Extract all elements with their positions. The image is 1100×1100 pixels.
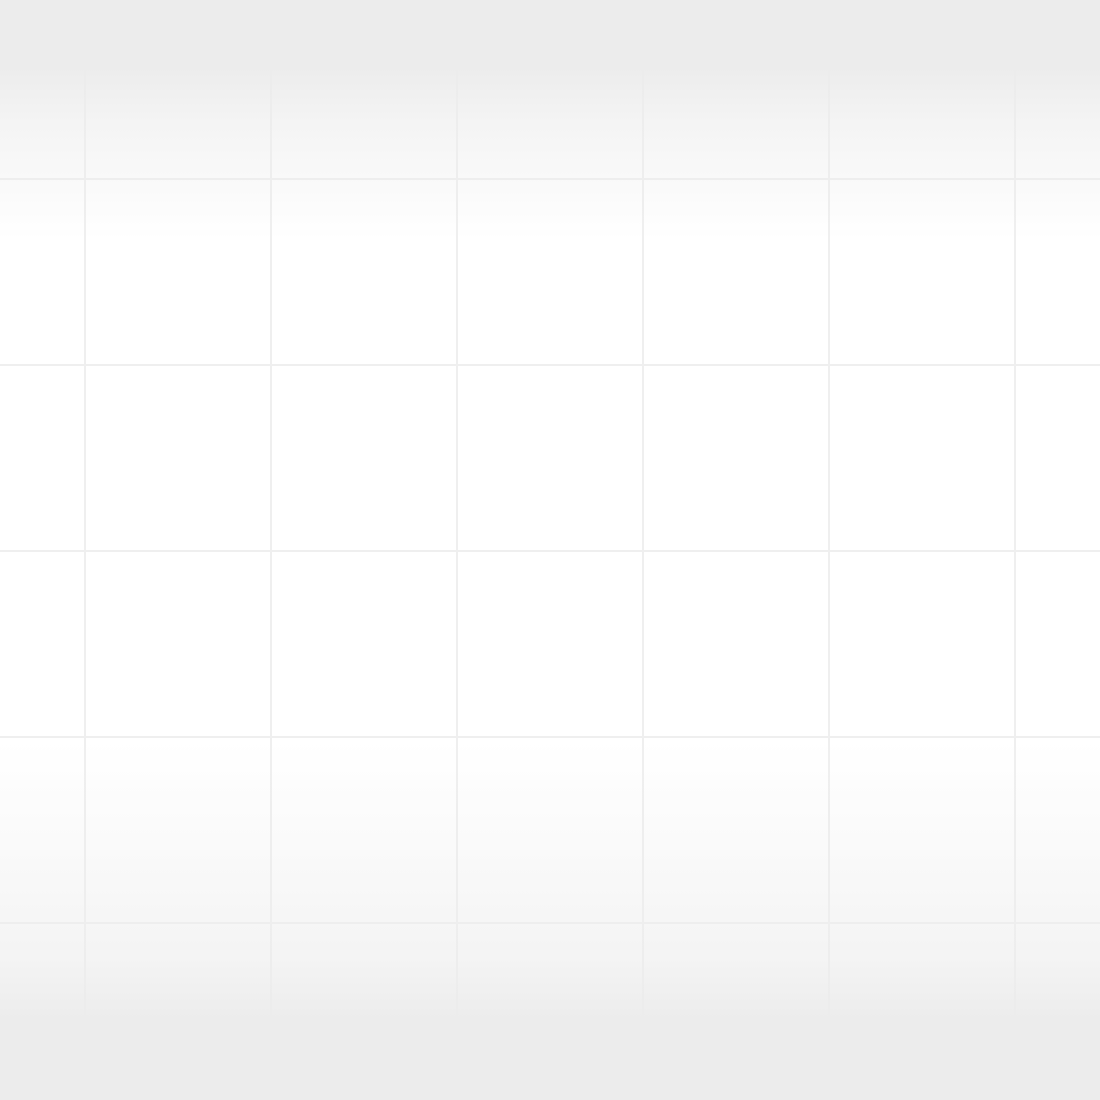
canvas-grid[interactable] — [0, 0, 1100, 1100]
